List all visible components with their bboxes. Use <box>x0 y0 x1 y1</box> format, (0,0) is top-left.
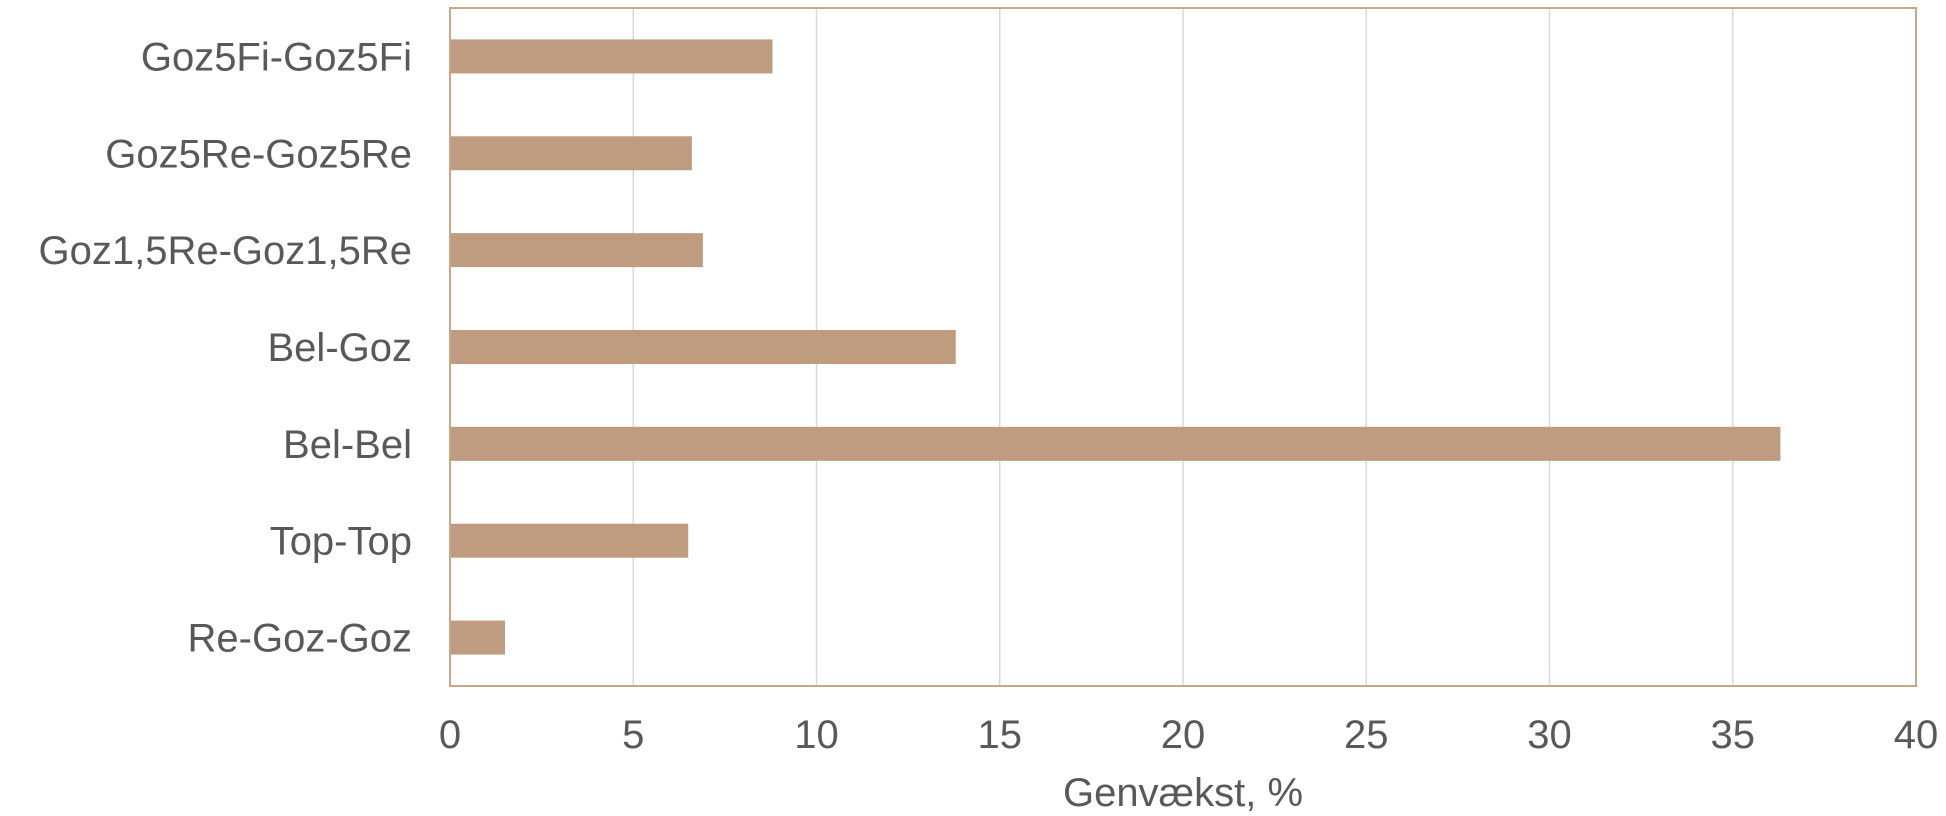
bar <box>450 523 689 558</box>
x-tick-label: 30 <box>1527 713 1572 757</box>
x-tick-label: 40 <box>1894 713 1939 757</box>
x-tick-label: 15 <box>978 713 1023 757</box>
bar <box>450 233 703 268</box>
category-label: Re-Goz-Goz <box>188 617 413 661</box>
x-tick-labels: 0 5 10 15 20 25 30 35 40 <box>439 713 1938 757</box>
category-label: Goz5Re-Goz5Re <box>105 132 412 176</box>
x-tick-label: 5 <box>622 713 644 757</box>
category-label: Bel-Bel <box>283 423 412 467</box>
category-label: Goz5Fi-Goz5Fi <box>141 35 412 79</box>
x-tick-label: 35 <box>1711 713 1756 757</box>
x-tick-label: 0 <box>439 713 461 757</box>
bar <box>450 426 1781 461</box>
x-tick-label: 25 <box>1344 713 1389 757</box>
x-axis-title: Genvækst, % <box>1063 771 1303 815</box>
x-tick-label: 10 <box>794 713 839 757</box>
gridlines <box>632 8 1734 686</box>
category-labels: Goz5Fi-Goz5Fi Goz5Re-Goz5Re Goz1,5Re-Goz1,… <box>38 35 412 660</box>
category-label: Top-Top <box>270 520 412 564</box>
plot-frame <box>449 7 1917 687</box>
category-label: Goz1,5Re-Goz1,5Re <box>38 229 412 273</box>
x-tick-label: 20 <box>1161 713 1206 757</box>
bars <box>450 39 1781 655</box>
bar <box>450 136 692 171</box>
category-label: Bel-Goz <box>268 326 413 370</box>
bar <box>450 330 956 364</box>
bar <box>450 39 773 74</box>
bar <box>450 620 505 655</box>
